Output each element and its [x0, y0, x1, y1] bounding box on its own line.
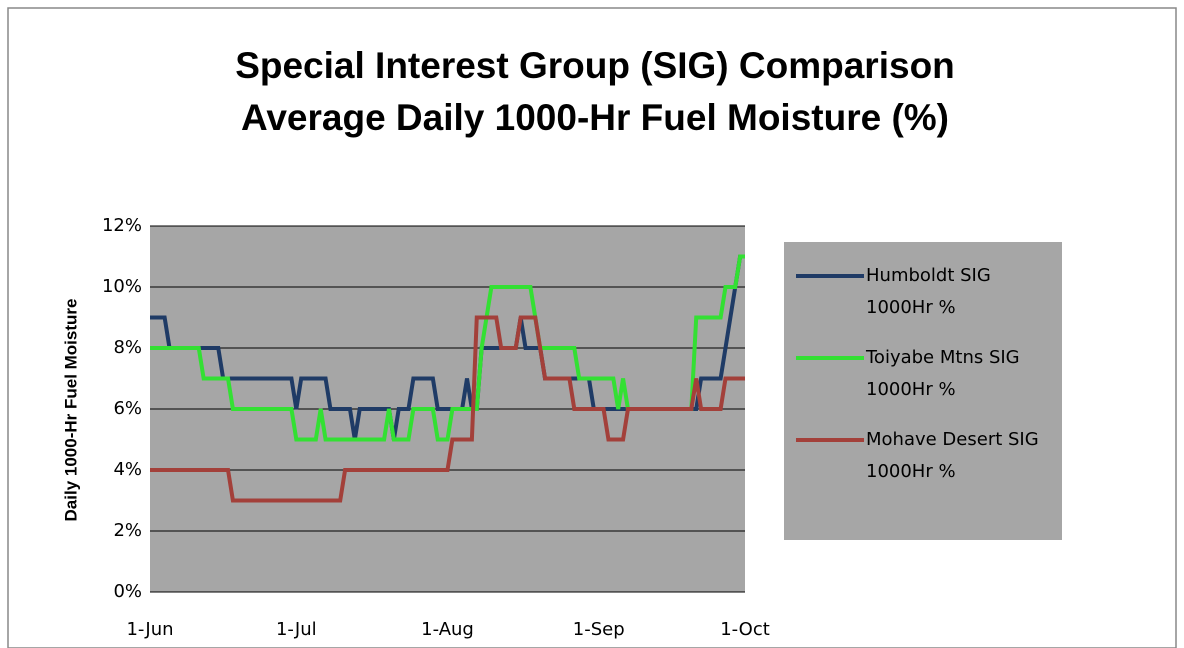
x-tick-label: 1-Oct: [720, 619, 770, 640]
y-axis-label: Daily 1000-Hr Fuel Moisture: [61, 299, 80, 522]
legend-swatch: [796, 274, 864, 278]
legend-entry: Toiyabe Mtns SIG 1000Hr %: [794, 342, 1062, 406]
y-tick-label: 2%: [113, 520, 142, 541]
legend-swatch: [796, 438, 864, 442]
legend-label: Toiyabe Mtns SIG 1000Hr %: [866, 347, 1020, 400]
y-tick-label: 0%: [113, 581, 142, 602]
y-tick-label: 10%: [102, 276, 142, 297]
legend-label: Humboldt SIG 1000Hr %: [866, 265, 991, 318]
legend-label: Mohave Desert SIG 1000Hr %: [866, 429, 1039, 482]
y-tick-label: 12%: [102, 215, 142, 236]
y-tick-label: 4%: [113, 459, 142, 480]
x-tick-label: 1-Jul: [276, 619, 317, 640]
x-tick-label: 1-Sep: [573, 619, 625, 640]
chart-title: Special Interest Group (SIG) Comparison …: [235, 45, 955, 138]
chart-border: [7, 7, 1177, 648]
legend: Humboldt SIG 1000Hr % Toiyabe Mtns SIG 10…: [784, 242, 1062, 540]
legend-entry: Mohave Desert SIG 1000Hr %: [794, 424, 1062, 488]
line-series: [150, 315, 745, 503]
legend-swatch: [796, 356, 864, 360]
x-tick-label: 1-Jun: [126, 619, 173, 640]
legend-entry: Humboldt SIG 1000Hr %: [794, 260, 1062, 324]
y-tick-label: 8%: [113, 337, 142, 358]
y-tick-label: 6%: [113, 398, 142, 419]
x-tick-label: 1-Aug: [421, 619, 474, 640]
